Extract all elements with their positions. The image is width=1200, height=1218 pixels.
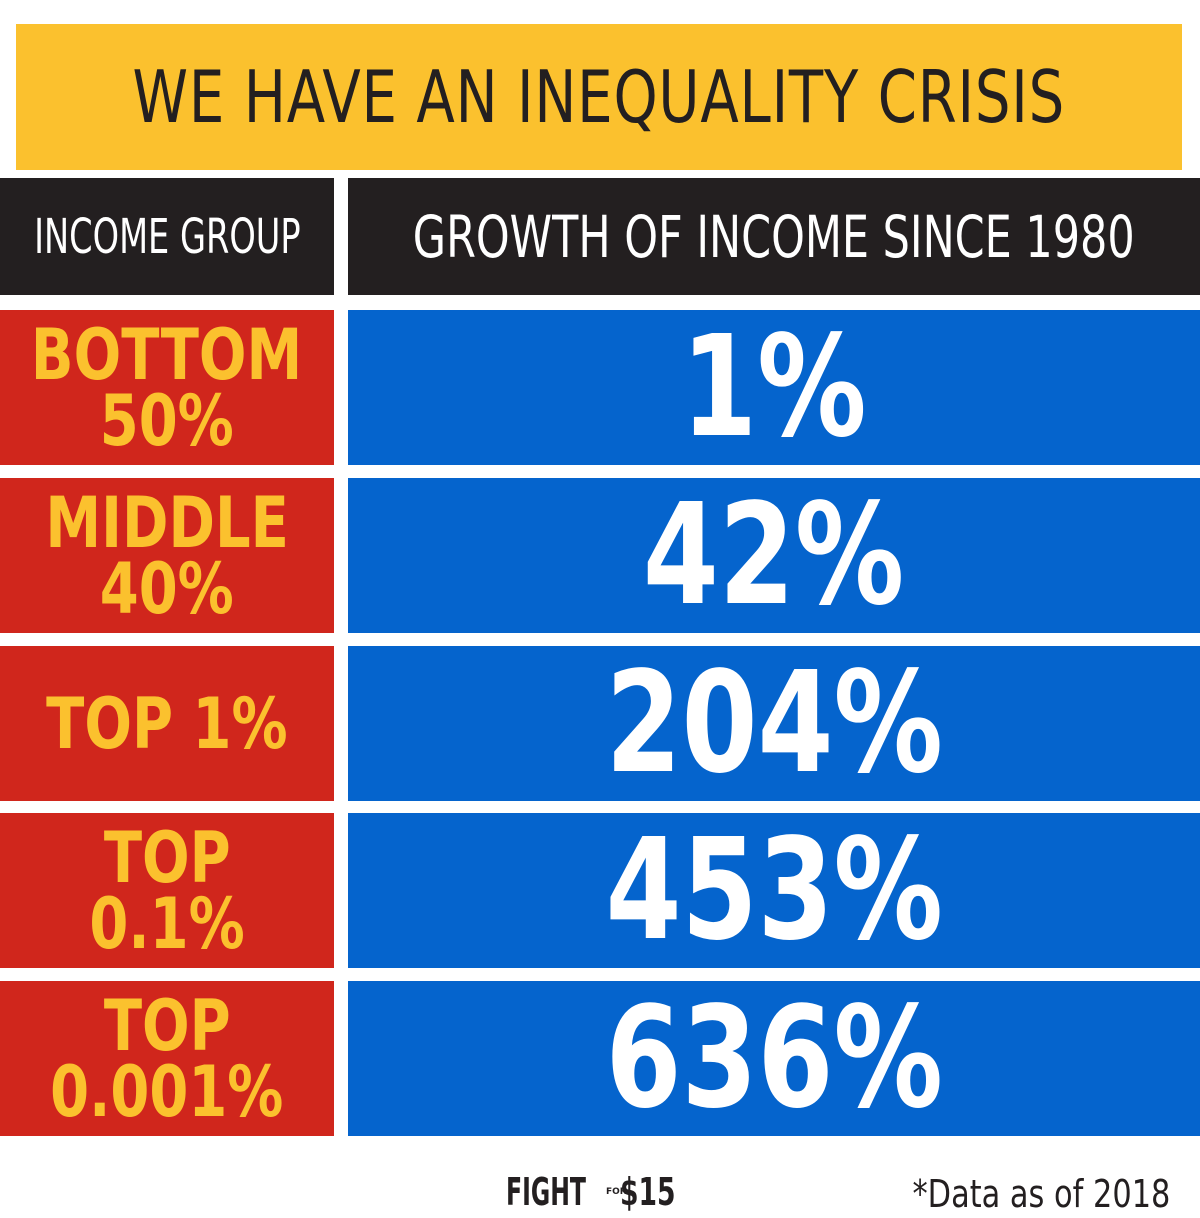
page-title: WE HAVE AN INEQUALITY CRISIS [132,55,1066,139]
data-footnote: *Data as of 2018 [912,1172,1170,1216]
income-group-label-line1: TOP 1% [46,682,288,765]
header-income-growth-label: GROWTH OF INCOME SINCE 1980 [413,202,1135,271]
income-growth-value: 42% [643,478,905,633]
logo-small-word: FOR [606,1187,627,1197]
income-growth-value: 1% [681,310,867,465]
title-banner: WE HAVE AN INEQUALITY CRISIS [16,24,1182,170]
income-growth-value: 453% [605,813,943,968]
income-growth-cell: 453% [348,813,1200,968]
income-growth-cell: 204% [348,646,1200,801]
income-group-label-line2: 0.1% [89,882,245,965]
income-group-label-line1: BOTTOM [31,313,303,396]
income-growth-value: 204% [605,646,943,801]
income-growth-cell: 1% [348,310,1200,465]
fight-for-15-logo: FIGHT FOR $15 [506,1166,699,1218]
header-income-growth: GROWTH OF INCOME SINCE 1980 [348,178,1200,295]
income-group-label-line1: TOP [103,984,231,1067]
logo-amount: $15 [620,1170,676,1214]
header-income-group-label: INCOME GROUP [33,208,301,265]
income-group-label-line1: TOP [103,816,231,899]
table-row: BOTTOM 50% 1% [0,310,1200,465]
income-group-cell: TOP 1% [0,646,334,801]
table-row: TOP 0.1% 453% [0,813,1200,968]
income-growth-cell: 636% [348,981,1200,1136]
income-growth-value: 636% [605,981,943,1136]
income-group-cell: BOTTOM 50% [0,310,334,465]
income-group-label-line2: 0.001% [50,1050,284,1133]
income-group-label-line2: 40% [99,547,235,630]
income-group-cell: MIDDLE 40% [0,478,334,633]
table-row: TOP 1% 204% [0,646,1200,801]
header-income-group: INCOME GROUP [0,178,334,295]
table-row: MIDDLE 40% 42% [0,478,1200,633]
income-group-cell: TOP 0.001% [0,981,334,1136]
table-row: TOP 0.001% 636% [0,981,1200,1136]
income-group-label-line2: 50% [99,379,235,462]
income-growth-cell: 42% [348,478,1200,633]
income-group-label-line1: MIDDLE [45,481,289,564]
income-group-cell: TOP 0.1% [0,813,334,968]
logo-word: FIGHT [506,1170,586,1214]
